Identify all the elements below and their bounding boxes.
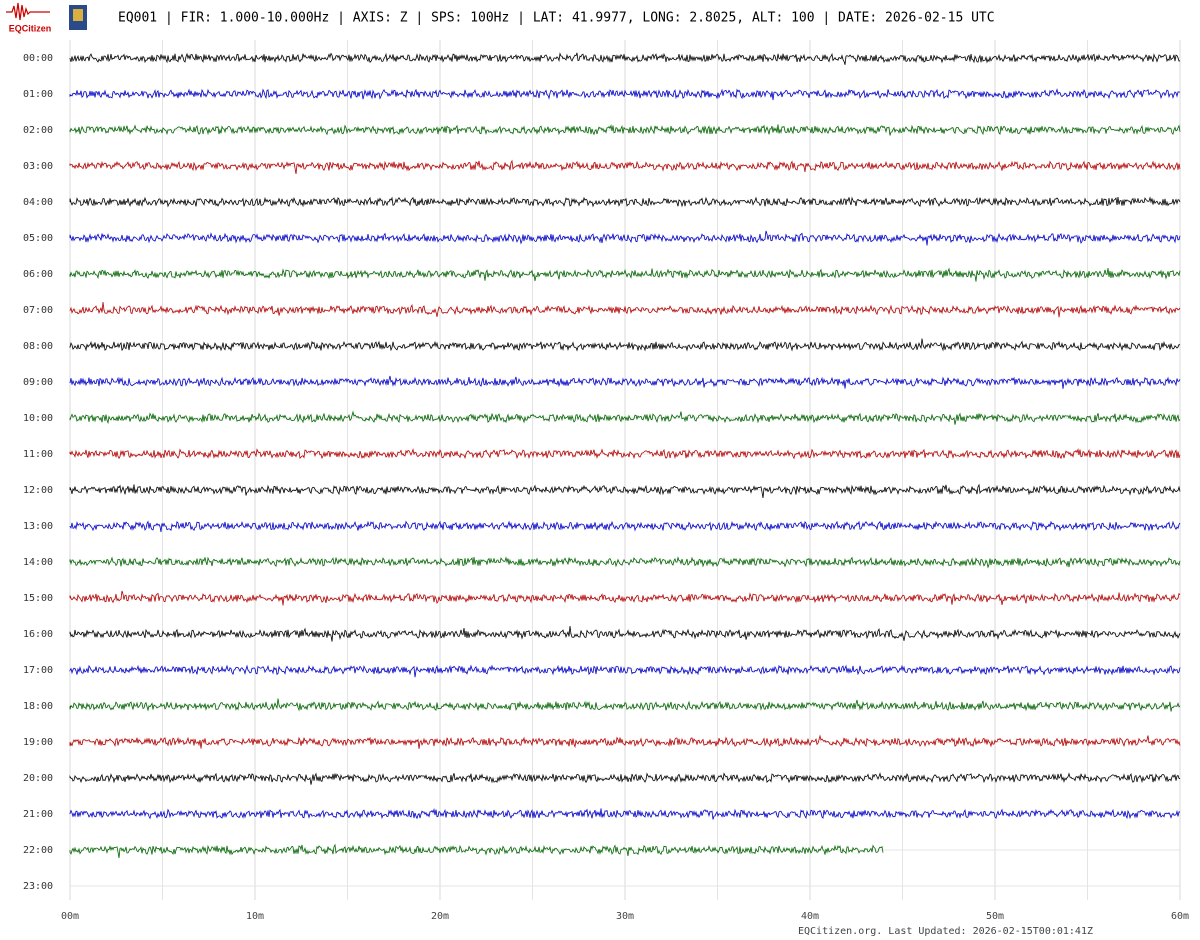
row-label: 23:00 [23, 881, 53, 892]
chart-title: EQ001 | FIR: 1.000-10.000Hz | AXIS: Z | … [118, 11, 995, 26]
row-label: 00:00 [23, 53, 53, 64]
trace [69, 52, 1181, 65]
row-label: 17:00 [23, 665, 53, 676]
row-label: 02:00 [23, 125, 53, 136]
trace [69, 267, 1181, 282]
trace [69, 843, 884, 858]
row-label: 14:00 [23, 557, 53, 568]
logo-wave [6, 2, 50, 21]
x-tick-label: 10m [246, 911, 264, 922]
x-tick-label: 20m [431, 911, 449, 922]
logo: EQCitizen [6, 2, 52, 33]
row-label: 15:00 [23, 593, 53, 604]
row-label: 04:00 [23, 197, 53, 208]
row-label: 12:00 [23, 485, 53, 496]
x-tick-label: 50m [986, 911, 1004, 922]
row-label: 22:00 [23, 845, 53, 856]
x-tick-label: 40m [801, 911, 819, 922]
logo-text: EQCitizen [9, 23, 52, 33]
row-label: 08:00 [23, 341, 53, 352]
footer: EQCitizen.org. Last Updated: 2026-02-15T… [798, 926, 1093, 937]
trace [69, 808, 1181, 820]
trace [69, 375, 1181, 389]
row-label: 13:00 [23, 521, 53, 532]
trace [69, 626, 1181, 642]
trace [69, 772, 1181, 785]
trace [69, 196, 1181, 208]
trace [69, 483, 1181, 498]
row-label: 01:00 [23, 89, 53, 100]
row-label: 21:00 [23, 809, 53, 820]
row-label: 16:00 [23, 629, 53, 640]
row-label: 18:00 [23, 701, 53, 712]
row-label: 19:00 [23, 737, 53, 748]
trace [69, 338, 1181, 352]
row-label: 20:00 [23, 773, 53, 784]
trace [69, 520, 1181, 533]
trace [69, 448, 1181, 460]
row-label: 07:00 [23, 305, 53, 316]
row-label: 10:00 [23, 413, 53, 424]
row-label: 03:00 [23, 161, 53, 172]
trace [69, 88, 1181, 101]
trace [69, 159, 1181, 174]
row-label: 06:00 [23, 269, 53, 280]
trace [69, 410, 1181, 425]
trace [69, 698, 1181, 712]
x-tick-label: 00m [61, 911, 79, 922]
device-icon [69, 5, 87, 30]
trace [69, 556, 1181, 569]
trace [69, 590, 1181, 606]
trace [69, 124, 1181, 136]
row-label: 11:00 [23, 449, 53, 460]
trace [69, 230, 1181, 246]
row-label: 09:00 [23, 377, 53, 388]
row-label: 05:00 [23, 233, 53, 244]
x-tick-label: 30m [616, 911, 634, 922]
trace [69, 734, 1181, 749]
icon-chip [73, 9, 83, 21]
x-tick-label: 60m [1171, 911, 1189, 922]
trace [69, 302, 1181, 318]
trace [69, 664, 1181, 678]
